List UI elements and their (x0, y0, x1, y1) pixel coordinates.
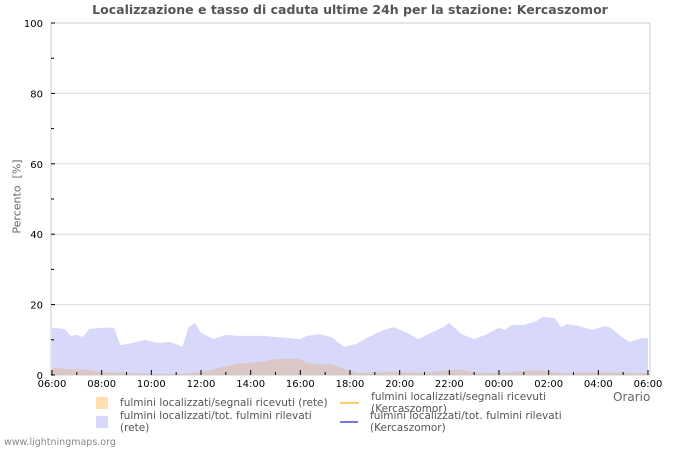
svg-text:22:00: 22:00 (435, 379, 464, 390)
legend-swatch-blue-line (340, 420, 359, 423)
svg-text:08:00: 08:00 (87, 379, 116, 390)
y-axis-ticks: 0 20 40 60 80 100 (24, 19, 55, 382)
blue-area-series (52, 316, 648, 375)
legend-label: fulmini localizzati/tot. fulmini rilevat… (119, 409, 312, 434)
svg-text:16:00: 16:00 (286, 379, 315, 390)
legend-item-segnali-station: fulmini localizzati/segnali ricevuti (Ke… (340, 390, 592, 415)
legend: fulmini localizzati/segnali ricevuti (re… (96, 390, 592, 434)
legend-label: fulmini localizzati/tot. fulmini rilevat… (370, 409, 562, 434)
x-axis-ticks: 06:00 08:00 10:00 12:00 14:00 16:00 18:00 20:00… (38, 370, 663, 390)
svg-text:60: 60 (30, 160, 43, 171)
legend-swatch-orange-box (96, 396, 108, 409)
legend-row: fulmini localizzati/segnali ricevuti (re… (96, 390, 592, 415)
legend-item-rilevati-rete: fulmini localizzati/tot. fulmini rilevat… (96, 410, 344, 434)
svg-text:02:00: 02:00 (534, 379, 563, 390)
svg-text:100: 100 (24, 19, 43, 30)
legend-item-rilevati-station: fulmini localizzati/tot. fulmini rilevat… (340, 409, 592, 434)
svg-text:12:00: 12:00 (187, 379, 216, 390)
chart-title: Localizzazione e tasso di caduta ultime … (92, 2, 608, 17)
legend-item-segnali-rete: fulmini localizzati/segnali ricevuti (re… (96, 396, 344, 409)
legend-label: fulmini localizzati/segnali ricevuti (re… (120, 396, 328, 409)
svg-text:20: 20 (30, 301, 43, 312)
svg-text:0: 0 (37, 371, 43, 382)
grid-lines (51, 92, 650, 306)
svg-text:06:00: 06:00 (634, 379, 663, 390)
legend-label: fulmini localizzati/segnali ricevuti (Ke… (371, 390, 547, 415)
footer-site-link[interactable]: www.lightningmaps.org (4, 437, 116, 448)
svg-text:04:00: 04:00 (584, 379, 613, 390)
svg-text:10:00: 10:00 (137, 379, 166, 390)
svg-text:00:00: 00:00 (485, 379, 514, 390)
x-axis-label: Orario (613, 390, 651, 404)
plot-frame (50, 22, 651, 376)
chart-plot: 0 20 40 60 80 100 06:00 08:00 10:00 12:00 14:00 16… (24, 19, 663, 390)
svg-text:06:00: 06:00 (38, 379, 67, 390)
legend-swatch-blue-box (96, 415, 108, 428)
svg-text:18:00: 18:00 (336, 379, 365, 390)
legend-row: fulmini localizzati/tot. fulmini rilevat… (96, 409, 592, 434)
svg-text:14:00: 14:00 (236, 379, 265, 390)
svg-text:20:00: 20:00 (385, 379, 414, 390)
svg-text:40: 40 (30, 230, 43, 241)
legend-swatch-orange-line (340, 401, 360, 404)
svg-text:80: 80 (30, 89, 43, 100)
